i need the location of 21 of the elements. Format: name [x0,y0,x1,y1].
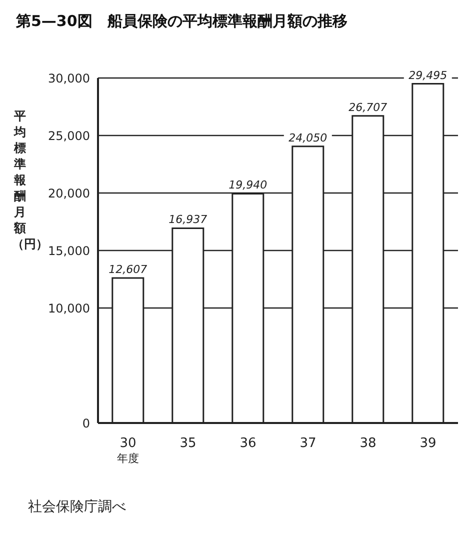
chart-title: 第5—30図 船員保険の平均標準報酬月額の推移 [16,12,348,31]
x-tick-label: 39 [420,436,436,451]
x-tick-label: 38 [360,436,376,451]
data-label: 16,937 [168,213,208,226]
data-label: 24,050 [288,131,328,144]
data-label: 26,707 [348,100,388,114]
y-tick-label: 0 [82,416,90,430]
data-label: 12,607 [108,263,148,276]
y-tick-label: 15,000 [48,244,90,258]
x-tick-label: 37 [300,436,316,451]
y-tick-label: 20,000 [48,186,90,200]
x-tick-label: 36 [240,436,256,451]
text: 社会保険庁調べ [28,498,126,516]
data-label: 29,495 [408,68,448,82]
text: 平均標準報酬月額（円） [12,109,48,251]
y-tick-label: 25,000 [48,128,90,143]
x-tick-label: 35 [180,436,196,451]
y-tick-label: 30,000 [48,71,90,86]
x-tick-label: 30 年度 [117,436,139,465]
data-label: 19,940 [228,178,268,192]
y-tick-label: 10,000 [48,301,90,316]
